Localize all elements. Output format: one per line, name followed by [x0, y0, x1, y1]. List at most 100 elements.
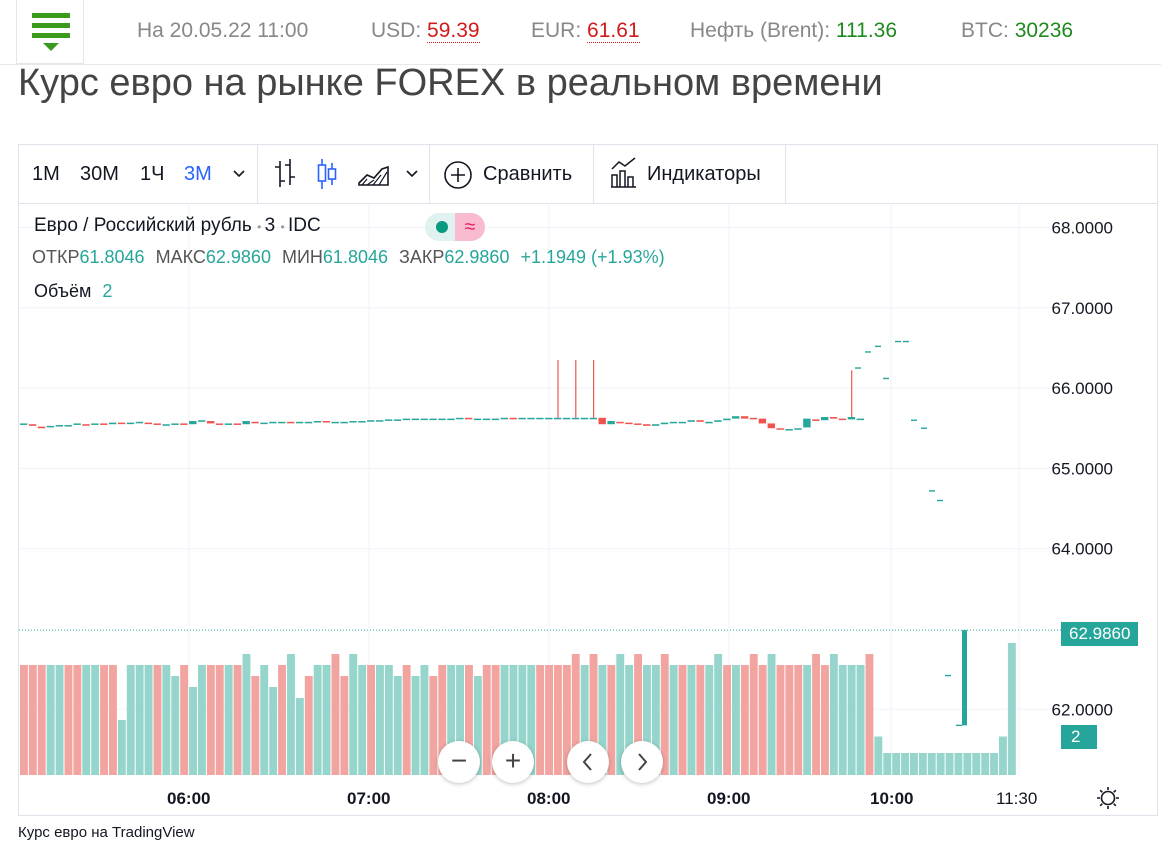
x-tick-label: 10:00: [870, 789, 914, 808]
indicators-label: Индикаторы: [647, 163, 761, 185]
candle: [812, 419, 820, 421]
candle: [509, 417, 517, 420]
candle: [224, 423, 233, 425]
candle: [242, 421, 250, 425]
volume-bar: [598, 665, 607, 775]
volume-bar: [465, 665, 473, 775]
zoom-in-button[interactable]: +: [492, 741, 534, 783]
candle: [527, 417, 535, 420]
toolbar-divider: [593, 145, 594, 203]
candle: [856, 418, 864, 421]
interval-1m[interactable]: 1М: [32, 163, 60, 185]
indicators-button[interactable]: Индикаторы: [609, 145, 785, 203]
interval-30m[interactable]: 30М: [80, 163, 119, 185]
volume-bar: [874, 736, 883, 775]
volume-bar: [20, 665, 28, 775]
candle: [473, 418, 482, 421]
volume-bar: [126, 665, 135, 775]
candle: [46, 425, 55, 428]
chevron-down-icon: [233, 170, 245, 178]
x-tick-label: 07:00: [347, 789, 391, 808]
candle: [180, 423, 188, 425]
toolbar-divider: [257, 145, 258, 203]
candle: [465, 417, 473, 420]
candle: [829, 417, 838, 419]
volume-bar: [669, 665, 678, 775]
candle: [803, 418, 811, 428]
price-chart[interactable]: 68.0000 67.0000 66.0000 65.0000 64.0000 62.00…: [19, 203, 1157, 815]
candle: [714, 420, 722, 422]
volume-bar: [803, 665, 812, 775]
widget-caption[interactable]: Курс евро на TradingView: [18, 824, 195, 841]
candle: [411, 418, 419, 421]
volume-bar: [981, 753, 990, 775]
eur-rate[interactable]: EUR: 61.61: [531, 19, 640, 43]
chart-settings-button[interactable]: [1095, 785, 1121, 811]
volume-bar: [999, 736, 1007, 775]
candle: [794, 428, 802, 430]
volume-bar: [625, 665, 634, 775]
y-tick-label: 64.0000: [1052, 540, 1113, 559]
volume-bar: [901, 753, 909, 775]
candle: [73, 423, 81, 425]
scroll-right-button[interactable]: [621, 741, 663, 783]
x-tick-label: 11:30: [996, 789, 1038, 808]
interval-dropdown[interactable]: [232, 145, 252, 203]
candle: [447, 418, 455, 421]
volume-bar: [295, 698, 304, 775]
volume-bar: [785, 665, 794, 775]
symbol-legend: Евро / Российский рубль • 3 • IDC: [34, 215, 321, 236]
interval-3m[interactable]: 3М: [184, 163, 212, 185]
open-value: 61.8046: [79, 247, 145, 267]
volume-bar: [420, 665, 429, 775]
volume-bar: [482, 665, 491, 775]
candle: [376, 420, 384, 422]
open-label: ОТКР: [32, 247, 80, 267]
volume-bar: [313, 665, 322, 775]
area-button[interactable]: [357, 145, 391, 203]
candle: [767, 423, 775, 429]
volume-bar: [865, 654, 874, 775]
candles-button[interactable]: [315, 145, 339, 203]
volume-tag: 2: [1061, 725, 1097, 749]
volume-bar: [91, 665, 100, 775]
volume-bar: [767, 654, 776, 775]
usd-value[interactable]: 59.39: [427, 19, 480, 43]
date-text: На 20.05.22 11:00: [137, 19, 309, 42]
bar-type-button[interactable]: [271, 145, 299, 203]
volume-bar: [696, 665, 705, 775]
candle: [331, 421, 339, 424]
btc-label: BTC:: [961, 19, 1009, 42]
gear-icon: [1097, 787, 1119, 809]
chart-pane[interactable]: 68.0000 67.0000 66.0000 65.0000 64.0000 62.00…: [19, 203, 1157, 815]
compare-label: Сравнить: [483, 163, 573, 185]
candle: [821, 417, 829, 421]
chart-type-dropdown[interactable]: [405, 145, 421, 203]
eur-value[interactable]: 61.61: [587, 19, 640, 43]
usd-rate[interactable]: USD: 59.39: [371, 19, 480, 43]
volume-bar: [927, 753, 936, 775]
candle: [20, 423, 28, 425]
candle: [696, 420, 704, 422]
volume-bar: [562, 665, 571, 775]
market-status-pill[interactable]: ≈: [425, 213, 485, 241]
volume-bar: [910, 753, 918, 775]
candle: [162, 424, 170, 426]
volume-bar: [723, 665, 731, 775]
scroll-left-button[interactable]: [567, 741, 609, 783]
volume-bar: [37, 665, 46, 775]
volume-bar: [215, 665, 224, 775]
candle: [295, 421, 304, 424]
menu-button[interactable]: [16, 0, 84, 64]
volume-bar: [64, 665, 73, 775]
volume-bar: [233, 665, 242, 775]
compare-button[interactable]: Сравнить: [443, 145, 593, 203]
interval-1h[interactable]: 1Ч: [140, 163, 165, 185]
candle: [438, 418, 446, 421]
volume-bar: [812, 654, 820, 775]
volume-bar: [678, 665, 687, 775]
candle: [500, 417, 508, 420]
candle: [215, 423, 224, 425]
volume-bar: [180, 665, 189, 775]
zoom-out-button[interactable]: −: [438, 741, 480, 783]
